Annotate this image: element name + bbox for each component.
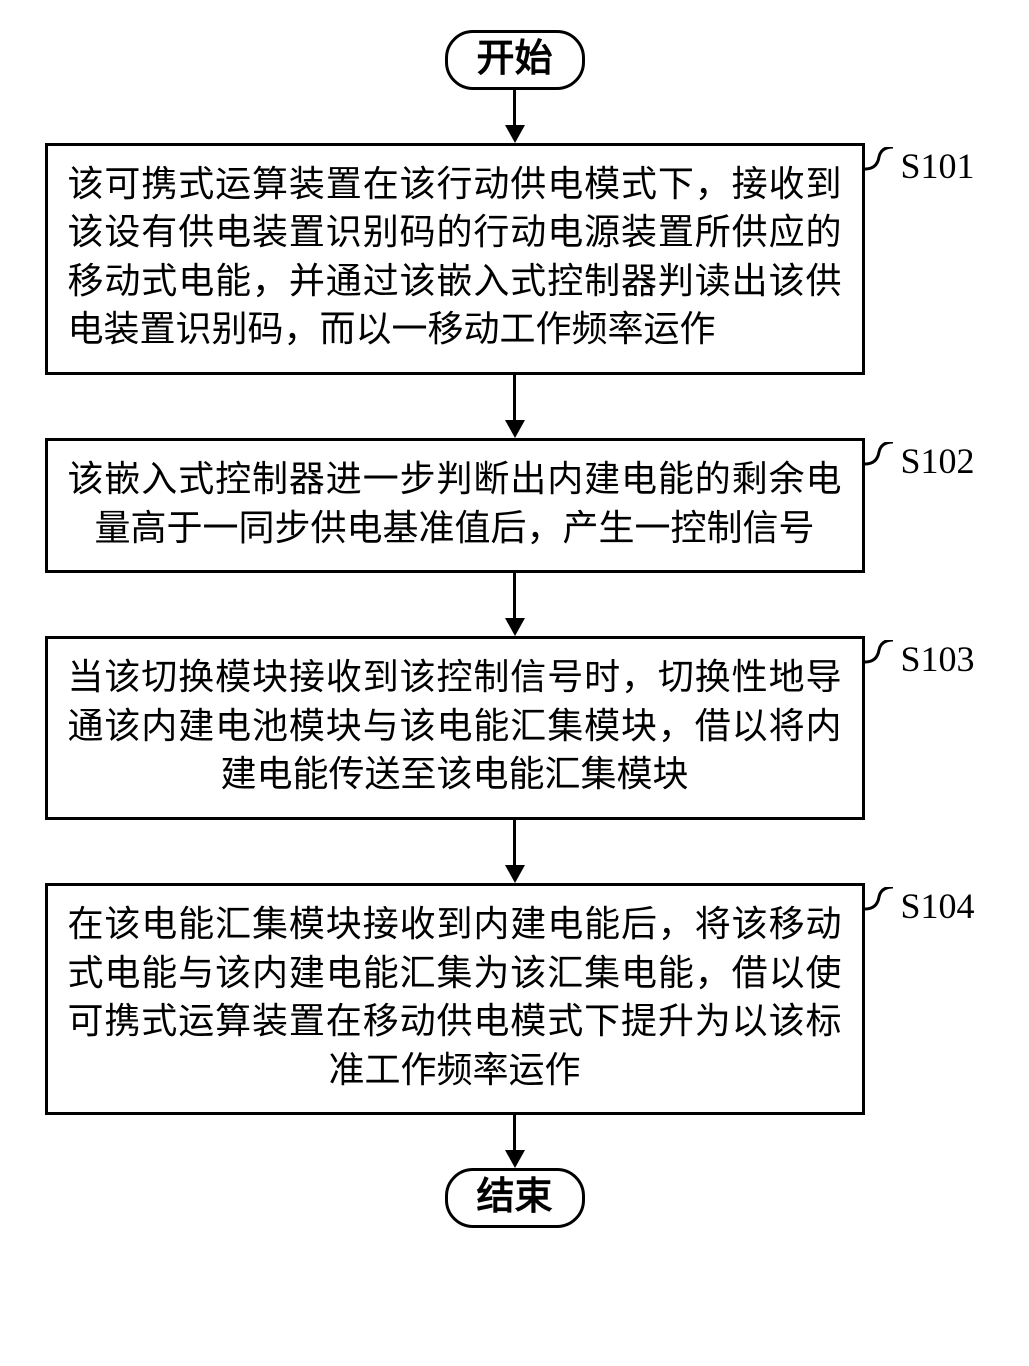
step-s102-row: 该嵌入式控制器进一步判断出内建电能的剩余电量高于一同步供电基准值后，产生一控制信… bbox=[35, 438, 995, 573]
arrow bbox=[505, 375, 525, 438]
step-s104-label: S104 bbox=[901, 885, 975, 927]
step-s104-box: 在该电能汇集模块接收到内建电能后，将该移动式电能与该内建电能汇集为该汇集电能，借… bbox=[45, 883, 865, 1115]
step-s103-box: 当该切换模块接收到该控制信号时，切换性地导通该内建电池模块与该电能汇集模块，借以… bbox=[45, 636, 865, 820]
arrow bbox=[505, 1115, 525, 1168]
end-terminator: 结束 bbox=[445, 1168, 585, 1228]
start-terminator: 开始 bbox=[445, 30, 585, 90]
connector-s101-icon bbox=[865, 147, 895, 191]
step-s101-row: 该可携式运算装置在该行动供电模式下，接收到该设有供电装置识别码的行动电源装置所供… bbox=[35, 143, 995, 375]
connector-s102-icon bbox=[865, 442, 895, 486]
flowchart-container: 开始 该可携式运算装置在该行动供电模式下，接收到该设有供电装置识别码的行动电源装… bbox=[35, 30, 995, 1228]
connector-s103-icon bbox=[865, 640, 895, 684]
step-s103-row: 当该切换模块接收到该控制信号时，切换性地导通该内建电池模块与该电能汇集模块，借以… bbox=[35, 636, 995, 820]
arrow bbox=[505, 90, 525, 143]
connector-s104-icon bbox=[865, 887, 895, 931]
arrow bbox=[505, 573, 525, 636]
arrow bbox=[505, 820, 525, 883]
step-s104-row: 在该电能汇集模块接收到内建电能后，将该移动式电能与该内建电能汇集为该汇集电能，借… bbox=[35, 883, 995, 1115]
step-s101-box: 该可携式运算装置在该行动供电模式下，接收到该设有供电装置识别码的行动电源装置所供… bbox=[45, 143, 865, 375]
step-s102-box: 该嵌入式控制器进一步判断出内建电能的剩余电量高于一同步供电基准值后，产生一控制信… bbox=[45, 438, 865, 573]
step-s103-label: S103 bbox=[901, 638, 975, 680]
step-s102-label: S102 bbox=[901, 440, 975, 482]
step-s101-label: S101 bbox=[901, 145, 975, 187]
